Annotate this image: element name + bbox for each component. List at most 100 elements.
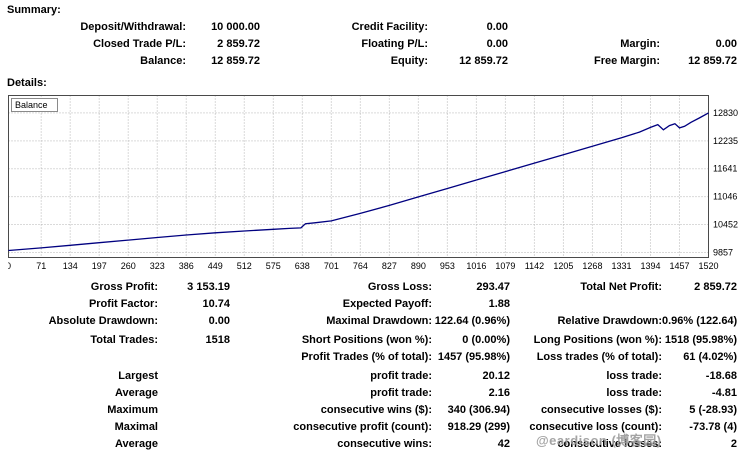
x-tick-label: 1016 [466, 261, 486, 271]
stats-value: 42 [497, 438, 510, 450]
stats-label [510, 298, 662, 311]
y-tick-label: 12235 [713, 136, 738, 146]
x-tick-label: 1079 [495, 261, 515, 271]
x-tick-label: 1331 [611, 261, 631, 271]
stats-label: loss trade: [606, 387, 662, 399]
legend-label: Balance [15, 100, 48, 110]
balance-chart-container: 0 71 134 197 260 323 386 449 512 575 638 701 764 827 8… [8, 92, 748, 274]
stats-value: -18.68 [705, 370, 737, 382]
stats-value: 340 (306.94) [447, 404, 510, 416]
x-tick-label: 0 [8, 261, 11, 271]
stats-value: 1518 [205, 334, 230, 346]
stats-label [8, 351, 158, 364]
summary-label [508, 21, 660, 33]
stats-value: 10.74 [202, 298, 230, 310]
stats-value: 20.12 [482, 370, 510, 382]
balance-line [8, 112, 709, 252]
stats-value [158, 387, 230, 400]
stats-label: Long Positions (won %): [533, 334, 662, 346]
x-tick-label: 1520 [698, 261, 718, 271]
stats-label: Absolute Drawdown: [48, 315, 158, 327]
stats-label: consecutive wins ($): [320, 404, 432, 416]
summary-value: 12 859.72 [688, 55, 737, 67]
stats-value: 61 (4.02%) [683, 351, 737, 363]
details-section-title: Details: [7, 77, 47, 89]
x-tick-label: 134 [63, 261, 78, 271]
y-tick-label: 11641 [713, 164, 737, 174]
stats-row: Average consecutive wins: 42 consecutive lo… [8, 438, 745, 451]
stats-label: consecutive losses: [557, 438, 662, 450]
stats-value: 3 153.19 [187, 281, 230, 293]
x-tick-label: 323 [150, 261, 165, 271]
stats-label: profit trade: [370, 370, 432, 382]
summary-value: 2 859.72 [217, 38, 260, 50]
stats-value [158, 370, 230, 383]
summary-value: 12 859.72 [459, 55, 508, 67]
stats-label: Average [114, 438, 158, 450]
stats-row: Largest profit trade: 20.12 loss trade: -18.… [8, 370, 745, 383]
summary-value: 0.00 [486, 21, 508, 33]
stats-value [158, 351, 230, 364]
stats-label: Profit Factor: [88, 298, 158, 310]
summary-label: Closed Trade P/L: [93, 38, 186, 50]
stats-value [662, 298, 737, 311]
stats-value [158, 438, 230, 451]
x-tick-label: 71 [36, 261, 46, 271]
x-tick-label: 638 [295, 261, 310, 271]
x-tick-label: 1394 [640, 261, 660, 271]
stats-value: -4.81 [711, 387, 737, 399]
summary-grid: Deposit/Withdrawal: 10 000.00 Credit Facil… [8, 21, 737, 67]
stats-value [158, 404, 230, 417]
balance-chart: 0 71 134 197 260 323 386 449 512 575 638 701 764 827 8… [8, 95, 738, 271]
stats-label: loss trade: [606, 370, 662, 382]
x-tick-label: 575 [266, 261, 281, 271]
stats-row: Average profit trade: 2.16 loss trade: -4.81 [8, 387, 745, 400]
stats-value: -73.78 (4) [689, 421, 737, 433]
stats-value: 5 (-28.93) [689, 404, 737, 416]
x-tick-label: 1142 [525, 261, 544, 271]
stats-label: Maximum [107, 404, 158, 416]
summary-label: Credit Facility: [351, 21, 428, 33]
x-tick-label: 764 [353, 261, 368, 271]
x-tick-label: 890 [411, 261, 426, 271]
x-tick-label: 827 [382, 261, 397, 271]
x-tick-label: 197 [92, 261, 107, 271]
stats-value: 918.29 (299) [447, 421, 510, 433]
stats-row: Gross Profit: 3 153.19 Gross Loss: 293.47 To… [8, 281, 745, 294]
legend-box [11, 98, 58, 112]
y-tick-label: 12830 [713, 108, 738, 118]
summary-section-title: Summary: [7, 4, 61, 16]
stats-label: Maximal [114, 421, 158, 433]
x-tick-label: 1457 [669, 261, 689, 271]
x-tick-label: 701 [324, 261, 339, 271]
summary-label: Equity: [390, 55, 428, 67]
stats-label: consecutive profit (count): [293, 421, 432, 433]
stats-value: 0.00 [208, 315, 230, 327]
stats-value: 2.16 [488, 387, 510, 399]
summary-value: 0.00 [715, 38, 737, 50]
summary-value: 0.00 [486, 38, 508, 50]
stats-label: profit trade: [370, 387, 432, 399]
stats-value: 293.47 [476, 281, 510, 293]
stats-label: Largest [118, 370, 158, 382]
stats-value: 2 859.72 [694, 281, 737, 293]
stats-label: Total Net Profit: [580, 281, 662, 293]
stats-label: Expected Payoff: [342, 298, 432, 310]
stats-label: Gross Profit: [90, 281, 158, 293]
summary-label: Deposit/Withdrawal: [80, 21, 186, 33]
summary-label: Balance: [140, 55, 186, 67]
y-tick-label: 11046 [713, 192, 737, 202]
stats-label: Short Positions (won %): [301, 334, 432, 346]
stats-label: consecutive losses ($): [540, 404, 662, 416]
summary-label: Floating P/L: [361, 38, 428, 50]
stats-label: Maximal Drawdown: [326, 315, 432, 327]
y-tick-label: 10452 [713, 220, 738, 230]
stats-value: 2 [730, 438, 737, 450]
watermark: @eardison (博客园) [536, 433, 662, 448]
summary-label: Margin: [620, 38, 660, 50]
stats-value: 1518 (95.98%) [664, 334, 737, 346]
summary-value: 12 859.72 [211, 55, 260, 67]
stats-label: Total Trades: [90, 334, 158, 346]
stats-label: Relative Drawdown: [557, 315, 662, 327]
summary-value [660, 21, 737, 33]
